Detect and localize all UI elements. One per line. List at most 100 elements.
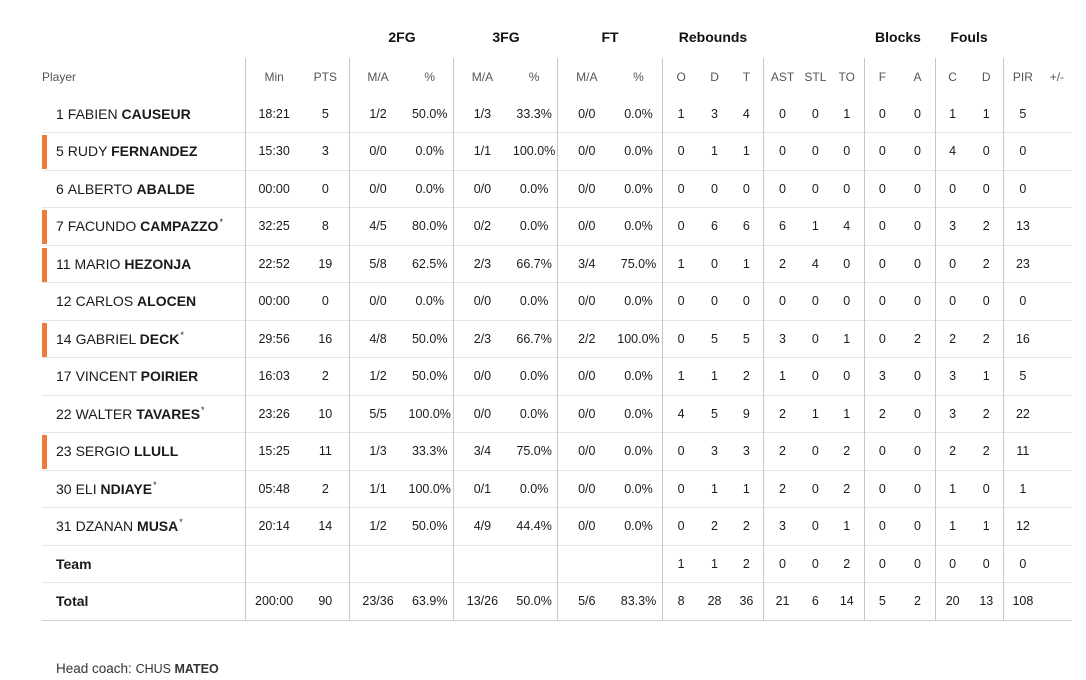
col-header-3fg-ma[interactable]: M/A — [453, 58, 511, 95]
cell-fg2-pct: 100.0% — [408, 481, 451, 496]
head-coach-name[interactable]: CHUS MATEO — [136, 662, 219, 676]
head-coach-last-name: MATEO — [174, 662, 219, 676]
player-name-cell[interactable]: 5 RUDY FERNANDEZ — [42, 133, 246, 171]
player-last-name: DECK — [139, 330, 180, 347]
cell-reb-d: 28 — [707, 594, 722, 609]
player-row[interactable]: 6 ALBERTO ABALDE 00:00 0 0/0 0.0% 0/0 0.0% 0/0 0.… — [42, 170, 1072, 208]
col-header-reb-d[interactable]: D — [710, 69, 719, 84]
team-row: Team 1 1 2 0 0 2 0 0 0 0 0 — [42, 545, 1072, 583]
cell-ft-ma: 0/0 — [557, 132, 616, 170]
cell-blk-a: 0 — [914, 556, 921, 571]
player-name-cell[interactable]: 30 ELI NDIAYE* — [42, 470, 246, 508]
col-header-foul-c[interactable]: C — [934, 58, 970, 95]
cell-ft-ma: 0/0 — [557, 282, 616, 320]
player-row[interactable]: 22 WALTER TAVARES* 23:26 10 5/5 100.0% 0/0 0.0%… — [42, 395, 1072, 433]
player-name-cell[interactable]: 1 FABIEN CAUSEUR — [42, 95, 246, 133]
player-row[interactable]: 23 SERGIO LLULL 15:25 11 1/3 33.3% 3/4 75.0% 0/0… — [42, 432, 1072, 471]
player-row[interactable]: 5 RUDY FERNANDEZ 15:30 3 0/0 0.0% 1/1 100.0% 0/0… — [42, 132, 1072, 171]
cell-foul-d: 0 — [982, 144, 990, 159]
col-header-blk-a[interactable]: A — [913, 69, 922, 84]
player-row[interactable]: 31 DZANAN MUSA* 20:14 14 1/2 50.0% 4/9 44.4% 0/0… — [42, 507, 1072, 546]
cell-fg3-pct: 50.0% — [516, 594, 552, 609]
cell-blk-a: 0 — [914, 519, 921, 534]
cell-pir: 0 — [1003, 170, 1042, 208]
player-row[interactable]: 12 CARLOS ALOCEN 00:00 0 0/0 0.0% 0/0 0.0% 0/0 0.… — [42, 282, 1072, 321]
col-header-player[interactable]: Player — [42, 69, 77, 84]
col-header-blk-f[interactable]: F — [863, 58, 901, 95]
cell-reb-d: 1 — [711, 144, 718, 159]
col-header-2fg-ma[interactable]: M/A — [348, 58, 407, 95]
player-first-name: ALBERTO — [67, 180, 133, 197]
cell-fg3-pct: 33.3% — [516, 106, 552, 121]
cell-to: 14 — [839, 594, 854, 609]
col-header-2fg-pct[interactable]: % — [424, 69, 436, 84]
cell-fg2-ma: 5/8 — [348, 245, 407, 283]
cell-fg2-ma: 4/5 — [348, 207, 407, 245]
player-star-marker: * — [153, 479, 157, 490]
cell-blk-a: 0 — [914, 294, 921, 309]
cell-pts — [302, 545, 349, 583]
player-row[interactable]: 30 ELI NDIAYE* 05:48 2 1/1 100.0% 0/1 0.0% 0/0 0.… — [42, 470, 1072, 508]
col-header-pts[interactable]: PTS — [313, 69, 337, 84]
player-last-name: CAUSEUR — [121, 105, 191, 122]
cell-min: 05:48 — [245, 470, 302, 508]
col-header-foul-d[interactable]: D — [981, 69, 991, 84]
cell-pts: 3 — [321, 144, 329, 159]
col-header-ft-ma[interactable]: M/A — [557, 58, 616, 95]
col-header-to[interactable]: TO — [838, 69, 855, 84]
player-last-name: TAVARES — [136, 405, 201, 422]
col-header-reb-t[interactable]: T — [742, 69, 751, 84]
cell-min: 23:26 — [245, 395, 302, 433]
player-row[interactable]: 11 MARIO HEZONJA 22:52 19 5/8 62.5% 2/3 66.7% 3/… — [42, 245, 1072, 283]
starter-indicator — [42, 435, 47, 469]
player-row[interactable]: 7 FACUNDO CAMPAZZO* 32:25 8 4/5 80.0% 0/2 0.0% 0… — [42, 207, 1072, 246]
cell-reb-o: 0 — [661, 170, 700, 208]
cell-ft-ma: 2/2 — [557, 320, 616, 358]
col-header-stl[interactable]: STL — [804, 69, 827, 84]
player-name-cell[interactable]: 6 ALBERTO ABALDE — [42, 170, 246, 208]
cell-min: 00:00 — [245, 282, 302, 320]
cell-min: 22:52 — [245, 245, 302, 283]
cell-pir: 23 — [1003, 245, 1042, 283]
player-name-cell[interactable]: 7 FACUNDO CAMPAZZO* — [42, 208, 246, 246]
cell-blk-f: 0 — [863, 470, 901, 508]
cell-fg2-ma: 1/2 — [348, 357, 407, 395]
col-header-3fg-pct[interactable]: % — [528, 69, 540, 84]
group-header-rebounds: Rebounds — [678, 29, 748, 45]
cell-ft-pct: 0.0% — [624, 181, 653, 196]
player-number: 7 — [56, 218, 64, 235]
cell-reb-o: 0 — [661, 132, 700, 170]
cell-ast: 3 — [763, 320, 801, 358]
cell-fg2-ma: 4/8 — [348, 320, 407, 358]
cell-fg3-ma: 1/1 — [453, 132, 511, 170]
cell-foul-c: 2 — [934, 432, 970, 470]
cell-fg2-pct: 63.9% — [411, 594, 448, 609]
player-name-cell[interactable]: 17 VINCENT POIRIER — [42, 358, 246, 396]
cell-foul-d: 13 — [979, 594, 994, 609]
player-name-cell[interactable]: 23 SERGIO LLULL — [42, 433, 246, 471]
cell-blk-f: 0 — [863, 132, 901, 170]
cell-stl: 0 — [811, 106, 819, 121]
player-name-cell[interactable]: 11 MARIO HEZONJA — [42, 245, 246, 283]
player-row[interactable]: 1 FABIEN CAUSEUR 18:21 5 1/2 50.0% 1/3 33.3% 0/0… — [42, 95, 1072, 133]
player-row[interactable]: 14 GABRIEL DECK* 29:56 16 4/8 50.0% 2/3 66.7% 2/… — [42, 320, 1072, 358]
player-name-cell[interactable]: 12 CARLOS ALOCEN — [42, 283, 246, 321]
cell-foul-d: 1 — [982, 519, 990, 534]
col-header-ft-pct[interactable]: % — [633, 69, 644, 84]
player-first-name: CARLOS — [75, 293, 134, 310]
player-name-cell[interactable]: 14 GABRIEL DECK* — [42, 320, 246, 358]
col-header-pir[interactable]: PIR — [1003, 58, 1042, 95]
cell-blk-f: 0 — [863, 170, 901, 208]
col-header-ast[interactable]: AST — [763, 58, 801, 95]
col-header-plus-minus[interactable]: +/- — [1049, 69, 1065, 84]
player-name-cell[interactable]: 31 DZANAN MUSA* — [42, 508, 246, 546]
cell-fg3-ma — [453, 545, 511, 583]
player-row[interactable]: 17 VINCENT POIRIER 16:03 2 1/2 50.0% 0/0 0.0% 0/… — [42, 357, 1072, 396]
col-header-min[interactable]: Min — [245, 58, 302, 95]
cell-reb-t: 3 — [742, 444, 750, 459]
cell-ft-pct: 83.3% — [620, 594, 657, 609]
cell-reb-d: 1 — [711, 369, 718, 384]
player-name-cell[interactable]: 22 WALTER TAVARES* — [42, 395, 246, 433]
head-coach-label: Head coach: — [56, 661, 132, 676]
col-header-reb-o[interactable]: O — [661, 58, 700, 95]
